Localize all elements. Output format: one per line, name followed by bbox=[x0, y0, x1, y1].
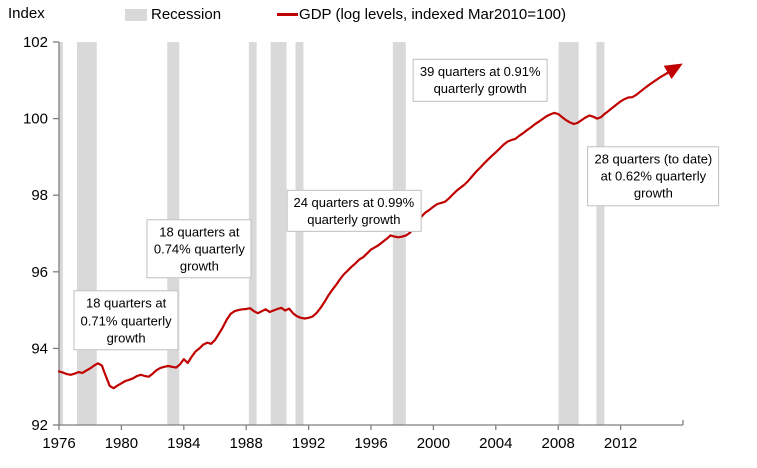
legend-gdp-label: GDP (log levels, indexed Mar2010=100) bbox=[299, 6, 567, 23]
recession-band bbox=[558, 42, 579, 425]
x-tick-label: 1992 bbox=[292, 435, 325, 452]
x-tick-label: 2004 bbox=[479, 435, 512, 452]
x-tick-label: 2000 bbox=[417, 435, 450, 452]
y-tick-label: 102 bbox=[23, 34, 48, 51]
y-tick-label: 98 bbox=[31, 187, 48, 204]
legend-item-gdp: GDP (log levels, indexed Mar2010=100) bbox=[277, 6, 566, 23]
legend: Recession GDP (log levels, indexed Mar20… bbox=[125, 6, 566, 23]
gdp-line-swatch bbox=[277, 13, 299, 16]
x-tick-label: 1980 bbox=[105, 435, 138, 452]
recession-band bbox=[76, 42, 97, 425]
recession-band bbox=[596, 42, 605, 425]
gdp-line bbox=[57, 63, 683, 390]
recession-swatch bbox=[125, 8, 147, 21]
x-tick-label: 1988 bbox=[230, 435, 263, 452]
recession-band bbox=[59, 42, 63, 425]
recession-band bbox=[392, 42, 406, 425]
x-tick-label: 1984 bbox=[167, 435, 200, 452]
x-tick-label: 2008 bbox=[542, 435, 575, 452]
legend-recession-label: Recession bbox=[151, 6, 222, 23]
y-tick-label: 92 bbox=[31, 417, 48, 434]
x-tick-label: 1976 bbox=[42, 435, 75, 452]
recession-band bbox=[248, 42, 257, 425]
legend-item-recession: Recession bbox=[125, 6, 221, 23]
y-axis-title: Index bbox=[8, 5, 45, 22]
recession-band bbox=[270, 42, 287, 425]
x-tick-label: 1996 bbox=[354, 435, 387, 452]
recession-band bbox=[295, 42, 304, 425]
x-tick-label: 2012 bbox=[604, 435, 637, 452]
y-tick-label: 94 bbox=[31, 340, 48, 357]
y-tick-label: 96 bbox=[31, 264, 48, 281]
y-tick-label: 100 bbox=[23, 111, 48, 128]
